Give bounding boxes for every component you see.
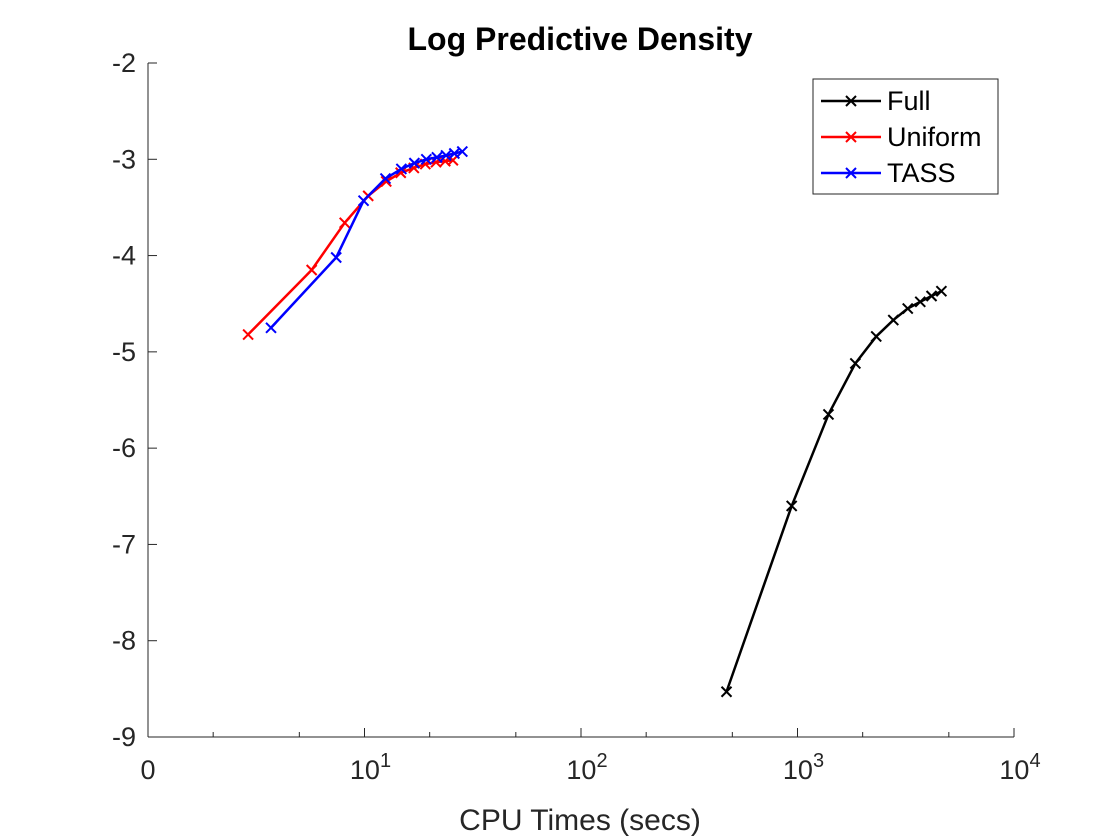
x-tick-label: 104 bbox=[999, 750, 1040, 785]
data-point-uniform bbox=[242, 328, 254, 341]
data-point-tass bbox=[440, 149, 452, 162]
data-point-tass bbox=[431, 151, 443, 164]
data-point-full bbox=[870, 330, 882, 343]
data-point-full bbox=[914, 296, 926, 308]
data-point-tass bbox=[265, 322, 277, 334]
y-tick-label: -2 bbox=[112, 48, 136, 78]
chart-title: Log Predictive Density bbox=[408, 21, 753, 57]
data-point-full bbox=[925, 290, 938, 302]
series-line-full bbox=[725, 290, 942, 693]
data-point-full bbox=[935, 285, 948, 297]
data-point-tass bbox=[456, 145, 469, 158]
x-tick-label: 0 bbox=[140, 755, 155, 785]
series-full bbox=[720, 285, 948, 698]
data-point-full bbox=[720, 686, 733, 698]
data-point-tass bbox=[395, 163, 408, 175]
data-point-full bbox=[849, 357, 862, 370]
legend-marker-full bbox=[845, 95, 857, 107]
y-tick-label: -5 bbox=[112, 337, 136, 367]
legend-label-full: Full bbox=[887, 86, 931, 116]
legend-label-tass: TASS bbox=[887, 158, 956, 188]
y-tick-label: -9 bbox=[112, 722, 136, 752]
x-tick-label: 101 bbox=[350, 750, 391, 785]
data-point-tass bbox=[357, 194, 370, 207]
series-line-tass bbox=[270, 150, 463, 329]
data-point-full bbox=[822, 408, 835, 421]
x-axis-label: CPU Times (secs) bbox=[459, 804, 701, 837]
data-point-tass bbox=[330, 251, 342, 264]
data-point-uniform bbox=[338, 217, 351, 229]
y-tick-label: -7 bbox=[112, 529, 136, 559]
y-tick-label: -8 bbox=[112, 626, 136, 656]
data-point-tass bbox=[408, 157, 421, 169]
series-line-uniform bbox=[247, 159, 454, 336]
data-point-uniform bbox=[305, 264, 318, 276]
legend-label-uniform: Uniform bbox=[887, 122, 982, 152]
x-tick-label: 103 bbox=[783, 750, 824, 785]
data-point-full bbox=[785, 500, 798, 512]
plot-lines bbox=[242, 145, 948, 698]
legend-marker-uniform bbox=[845, 131, 857, 143]
data-point-full bbox=[902, 302, 914, 315]
y-tick-label: -4 bbox=[112, 241, 136, 271]
axes: -9 -8 -7 -6 -5 -4 -3 -2 0 101 102 103 104 bbox=[112, 48, 1041, 785]
series-uniform bbox=[242, 154, 459, 341]
y-tick-label: -6 bbox=[112, 433, 136, 463]
x-tick-label: 102 bbox=[566, 750, 607, 785]
legend: Full Uniform TASS bbox=[812, 78, 999, 195]
series-tass bbox=[265, 145, 469, 334]
data-point-tass bbox=[379, 172, 392, 185]
data-point-full bbox=[887, 314, 900, 326]
data-point-tass bbox=[420, 153, 433, 165]
data-point-uniform bbox=[395, 167, 407, 179]
data-point-uniform bbox=[380, 175, 392, 188]
legend-marker-tass bbox=[845, 167, 857, 179]
y-tick-label: -3 bbox=[112, 144, 136, 174]
